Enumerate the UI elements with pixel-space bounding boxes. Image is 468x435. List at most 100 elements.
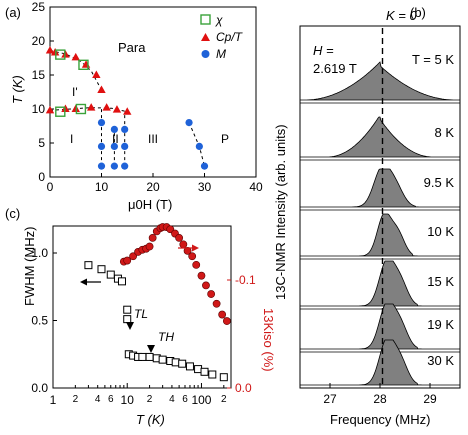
c-point-fwhm: [219, 373, 228, 382]
c-point-fwhm: [208, 370, 217, 379]
a-point-m: [185, 119, 193, 127]
a-xtick-label: 20: [146, 180, 160, 194]
c-ytick-right-label: 0.0: [235, 381, 252, 395]
kiso-arrow: [178, 244, 199, 252]
a-ytick-label: 25: [32, 0, 46, 14]
c-xtick-label: 100: [191, 393, 211, 407]
c-ytick-left-label: 0.0: [31, 381, 48, 395]
annotation-tl: TL: [134, 307, 148, 321]
a-point-cp: [92, 70, 101, 78]
a-xtick-label: 30: [198, 180, 212, 194]
a-point-cp: [87, 103, 96, 111]
c-point-kiso: [212, 299, 221, 308]
a-ytick-label: 20: [32, 34, 46, 48]
phase-label-i: I: [70, 132, 73, 146]
c-point-kiso: [202, 281, 210, 290]
c-xtick-label: 4: [95, 394, 101, 405]
nmr-spectrum: [300, 168, 460, 208]
c-point-fwhm: [84, 261, 93, 270]
a-point-m: [97, 119, 106, 127]
a-point-cp: [45, 46, 55, 54]
a-point-m: [121, 125, 129, 133]
c-point-fwhm: [194, 365, 203, 374]
c-point-kiso: [222, 317, 231, 325]
a-xtick-label: 10: [95, 180, 109, 194]
nmr-spectrum: [300, 339, 460, 386]
c-xtick-label: 2: [147, 394, 153, 405]
k0-label: K = 0: [386, 8, 417, 23]
c-point-kiso: [129, 252, 138, 261]
c-point-fwhm: [178, 359, 187, 368]
c-point-fwhm: [117, 277, 126, 286]
a-ytick-label: 5: [38, 136, 45, 150]
phase-label-iii: III: [148, 132, 158, 146]
a-xtick-label: 40: [249, 180, 263, 194]
legend-chi-label: χ: [215, 13, 223, 27]
a-point-chi: [75, 103, 87, 115]
panel-b-ylabel: 13C-NMR Intensity (arb. units): [273, 124, 288, 300]
annotation-th: TH: [158, 330, 174, 344]
field-value: 2.619 T: [313, 61, 357, 76]
legend-chi-marker: [200, 14, 211, 25]
a-point-m: [121, 142, 129, 150]
nmr-spectrum: [300, 116, 460, 158]
nmr-spectrum: [300, 260, 460, 307]
nmr-spectrum: [300, 61, 460, 101]
c-ytick-right-label: -0.1: [235, 273, 256, 287]
c-point-fwhm: [171, 358, 180, 367]
nmr-temperature-label: 9.5 K: [424, 175, 455, 190]
fwhm-arrow: [80, 278, 101, 286]
a-point-m: [195, 142, 203, 150]
c-point-fwhm: [138, 352, 147, 361]
panel-label-c: (c): [5, 206, 20, 221]
panel-label-b: (b): [410, 5, 426, 20]
c-ytick-left-label: 0.5: [31, 314, 48, 328]
panel-b: T = 5 K 8 K 9.5 K 10 K 15 K 19 K 30 K 27 28 29 K…: [273, 8, 461, 427]
a-ytick-label: 15: [32, 68, 46, 82]
c-point-kiso: [218, 310, 227, 319]
a-point-m: [97, 162, 106, 170]
legend-m-marker: [201, 50, 210, 58]
c-point-fwhm: [106, 270, 115, 279]
panel-c-ylabel-left: FWHM (MHz): [22, 227, 37, 306]
panel-b-xlabel: Frequency (MHz): [330, 412, 430, 427]
c-xtick-label: 2: [221, 394, 227, 405]
a-point-chi: [55, 49, 66, 60]
phase-label-para: Para: [118, 40, 146, 55]
nmr-temperature-label: 15 K: [427, 274, 454, 289]
c-point-kiso: [179, 240, 188, 249]
c-point-kiso: [123, 256, 132, 265]
b-xtick-label: 29: [423, 392, 437, 406]
c-xtick-label: 10: [121, 393, 135, 407]
a-point-cp: [102, 103, 111, 111]
c-point-fwhm: [185, 362, 194, 371]
c-point-fwhm: [123, 315, 132, 324]
b-xtick-label: 28: [373, 392, 387, 406]
nmr-temperature-label: 19 K: [427, 317, 454, 332]
c-point-fwhm: [145, 352, 154, 361]
a-point-cp: [123, 107, 132, 115]
panel-label-a: (a): [5, 5, 21, 20]
panel-c-frame: [52, 225, 232, 389]
a-point-cp: [97, 85, 106, 93]
panel-c-ylabel-right: 13Kiso (%): [261, 308, 276, 372]
a-point-m: [110, 162, 118, 170]
c-point-fwhm: [200, 367, 209, 376]
a-point-m: [97, 142, 106, 150]
c-xtick-label: 2: [73, 394, 79, 405]
c-point-kiso: [183, 246, 192, 255]
c-point-kiso: [148, 233, 157, 242]
nmr-spectrum: [300, 303, 460, 350]
c-point-fwhm: [158, 355, 167, 364]
legend-cp-marker: [201, 33, 210, 41]
nmr-temperature-label: 8 K: [434, 125, 454, 140]
c-point-fwhm: [97, 265, 106, 274]
c-xtick-label: 4: [169, 394, 175, 405]
c-point-kiso: [175, 233, 184, 242]
a-xtick-label: 0: [47, 180, 54, 194]
tl-marker-icon: [126, 322, 134, 330]
a-phase-boundary-lower: [49, 107, 128, 113]
legend-a: χ Cp/T M: [200, 13, 244, 61]
